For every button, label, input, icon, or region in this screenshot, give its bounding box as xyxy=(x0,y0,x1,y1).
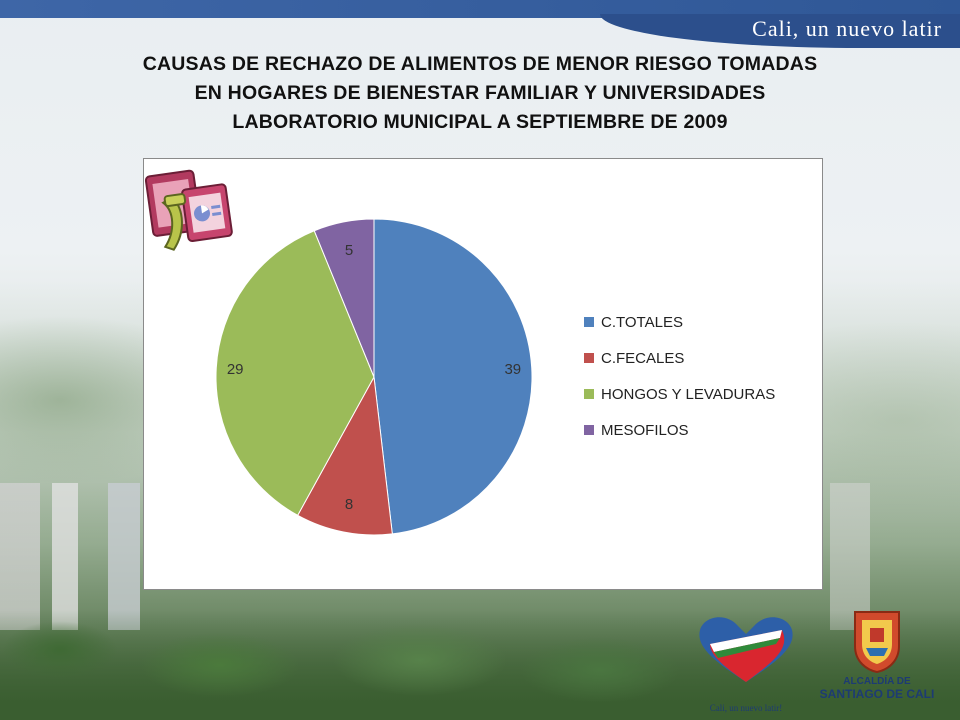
pie-data-label: 29 xyxy=(227,361,244,378)
alcaldia-logo: ALCALDÍA DE SANTIAGO DE CALI xyxy=(812,608,942,713)
pie-data-label: 5 xyxy=(345,242,353,259)
legend-label: C.TOTALES xyxy=(601,314,683,331)
pie-slice-mesofilos xyxy=(313,218,375,378)
legend-label: HONGOS Y LEVADURAS xyxy=(601,386,775,403)
alcaldia-text: ALCALDÍA DE SANTIAGO DE CALI xyxy=(812,676,942,701)
presentation-clipart-icon xyxy=(144,169,233,251)
legend-swatch xyxy=(584,317,594,327)
coat-of-arms-icon xyxy=(854,611,900,674)
pie-data-label: 39 xyxy=(504,361,521,378)
top-banner xyxy=(0,0,960,18)
legend-label: MESOFILOS xyxy=(601,422,689,439)
pie-chart-panel: 39 8 29 5 C.TOTALES C.FECALES HONGOS Y LEVADUR… xyxy=(143,158,823,590)
header-brand: Cali, un nuevo latir xyxy=(752,16,942,41)
alcaldia-line-1: ALCALDÍA DE xyxy=(843,676,911,687)
pie-slice-hongos-y-levaduras xyxy=(215,230,375,517)
title-line-1: CAUSAS DE RECHAZO DE ALIMENTOS DE MENOR … xyxy=(142,53,818,75)
title-line-3: LABORATORIO MUNICIPAL A SEPTIEMBRE DE 20… xyxy=(232,111,728,133)
legend-swatch xyxy=(584,353,594,363)
legend-swatch xyxy=(584,389,594,399)
pie-slice-c-totales xyxy=(373,218,533,535)
pie-chart: 39 8 29 5 C.TOTALES C.FECALES HONGOS Y LEVADUR… xyxy=(215,218,775,536)
slide-title: CAUSAS DE RECHAZO DE ALIMENTOS DE MENOR … xyxy=(40,50,920,137)
legend-swatch xyxy=(584,425,594,435)
legend-label: C.FECALES xyxy=(601,350,684,367)
title-line-2: EN HOGARES DE BIENESTAR FAMILIAR Y UNIVE… xyxy=(194,82,766,104)
heart-logo-icon xyxy=(699,617,793,682)
cali-heart-logo: Cali, un nuevo latir! xyxy=(686,608,806,713)
pie-slice-c-fecales xyxy=(296,375,393,536)
alcaldia-line-2: SANTIAGO DE CALI xyxy=(819,687,935,701)
pie-data-label: 8 xyxy=(345,496,353,513)
background-trees xyxy=(0,610,960,720)
logo1-text: Cali, un nuevo latir! xyxy=(709,703,783,713)
